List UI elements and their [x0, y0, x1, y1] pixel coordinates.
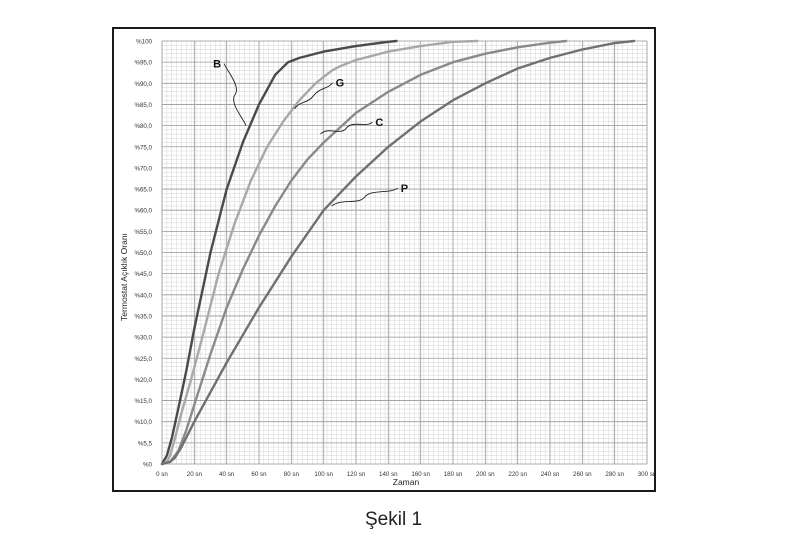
y-tick-label: %10,0: [134, 419, 152, 426]
y-tick-label: %50,0: [134, 250, 152, 257]
y-tick-label: %45,0: [134, 271, 152, 278]
x-tick-label: 140 sn: [379, 471, 398, 478]
x-tick-label: 60 sn: [251, 471, 267, 478]
y-tick-label: %55,0: [134, 229, 152, 236]
y-tick-label: %5,5: [138, 440, 153, 447]
y-tick-label: %15,0: [134, 398, 152, 405]
x-tick-labels: 0 sn 20 sn 40 sn 60 sn 80 sn 100 sn 120 sn 140 …: [156, 471, 654, 478]
y-tick-label: %90,0: [134, 81, 152, 88]
y-axis-title: Termostat Açıklık Oranı: [119, 233, 129, 321]
x-tick-label: 120 sn: [347, 471, 366, 478]
x-tick-label: 0 sn: [156, 471, 168, 478]
callout-label-c: C: [375, 117, 383, 129]
figure-caption: Şekil 1: [364, 509, 423, 530]
y-tick-label: %75,0: [134, 144, 152, 151]
callout-label-b: B: [213, 59, 221, 71]
y-tick-label: %60,0: [134, 208, 152, 215]
series-line-b: [160, 39, 398, 466]
series-line-c: [160, 39, 568, 466]
y-tick-label: %25,0: [134, 356, 152, 363]
y-tick-label: %65,0: [134, 187, 152, 194]
y-tick-label: %85,0: [134, 102, 152, 109]
x-tick-label: 80 sn: [284, 471, 300, 478]
y-tick-label: %30,0: [134, 335, 152, 342]
x-tick-label: 280 sn: [605, 471, 624, 478]
y-tick-label: %35,0: [134, 313, 152, 320]
x-axis-title: Zaman: [393, 477, 420, 487]
x-tick-label: 200 sn: [476, 471, 495, 478]
major-grid: [161, 40, 648, 465]
series-layer: [160, 39, 636, 466]
y-tick-labels: %0 %5,5 %10,0 %15,0 %20,0 %25,0 %30,0 %35,0 %40,…: [134, 39, 152, 469]
x-tick-label: 300 sn: [638, 471, 654, 478]
x-tick-label: 220 sn: [508, 471, 527, 478]
x-tick-label: 100 sn: [314, 471, 333, 478]
y-tick-label: %40,0: [134, 292, 152, 299]
y-tick-label: %80,0: [134, 123, 152, 130]
x-tick-label: 20 sn: [187, 471, 203, 478]
series-line-p: [160, 39, 636, 466]
callout-label-g: G: [336, 78, 345, 90]
callout-leader-b: [223, 63, 247, 126]
line-chart: B G C P %0 %5,5 %10,0 %15,0 %20,0 %25,0 %30,0 %35,…: [119, 39, 654, 488]
y-tick-label: %100: [136, 39, 152, 46]
x-tick-label: 180 sn: [444, 471, 463, 478]
y-tick-label: %0: [143, 462, 153, 469]
x-tick-label: 240 sn: [541, 471, 560, 478]
y-tick-label: %95,0: [134, 60, 152, 67]
x-tick-label: 40 sn: [219, 471, 235, 478]
callout-leader-g: [294, 82, 333, 109]
series-callouts: B G C P: [213, 59, 408, 207]
y-tick-label: %20,0: [134, 377, 152, 384]
callout-leader-c: [320, 121, 373, 135]
chart-frame: B G C P %0 %5,5 %10,0 %15,0 %20,0 %25,0 %30,0 %35,…: [112, 27, 656, 492]
x-tick-label: 260 sn: [573, 471, 592, 478]
series-line-g: [160, 39, 479, 466]
callout-leader-p: [331, 187, 399, 207]
y-tick-label: %70,0: [134, 165, 152, 172]
x-tick-label: 160 sn: [411, 471, 430, 478]
callout-label-p: P: [401, 183, 408, 195]
